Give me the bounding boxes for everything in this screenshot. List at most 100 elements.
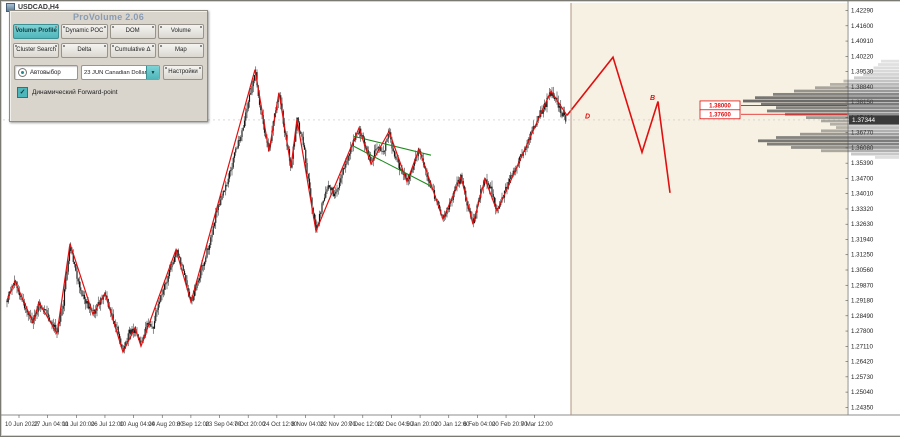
volume-profile-bar — [767, 142, 899, 146]
chevron-down-icon: ▼ — [150, 69, 156, 76]
time-tick-label: 26 Jul 12:00 — [91, 422, 124, 428]
volume-profile-bar — [755, 96, 899, 100]
time-tick-label: 11 Jul 20:00 — [62, 422, 95, 428]
provolume-panel: ProVolume 2.06 Volume Profile Dynamic PO… — [9, 10, 208, 122]
time-tick-label: 6 Feb 04:00 — [463, 422, 496, 428]
forward-area — [571, 3, 847, 415]
level-price-text: 1.37600 — [709, 112, 731, 118]
volume-profile-bar — [776, 106, 899, 110]
volume-profile-bar — [851, 152, 899, 156]
cluster-search-button[interactable]: Cluster Search — [13, 43, 60, 58]
time-tick-label: 10 Jun 2022 — [5, 422, 39, 428]
price-tick-label: 1.26420 — [851, 359, 874, 366]
cumulative-delta-button[interactable]: Cumulative Δ — [109, 43, 156, 58]
price-tick-label: 1.24350 — [851, 404, 874, 411]
panel-forward-row: ✓ Динамический Forward-point — [10, 80, 207, 98]
volume-profile-button[interactable]: Volume Profile — [13, 24, 60, 39]
volume-profile-bar — [767, 109, 899, 113]
autoselect-label: Автовыбор — [30, 69, 61, 76]
price-tick-label: 1.42290 — [851, 8, 874, 15]
volume-profile-bar — [843, 79, 899, 83]
time-tick-label: 7 Oct 20:00 — [234, 422, 266, 428]
time-tick-label: 10 Aug 04:00 — [120, 422, 156, 428]
forward-point-checkbox[interactable]: ✓ — [17, 87, 28, 98]
volume-profile-bar — [863, 73, 899, 76]
price-tick-label: 1.34010 — [851, 191, 874, 198]
projection-wave-label: B — [650, 95, 655, 102]
projection-wave-label: D — [585, 114, 590, 121]
radio-icon — [18, 68, 27, 77]
settings-button[interactable]: Настройки — [163, 65, 203, 80]
price-tick-label: 1.41600 — [851, 23, 874, 30]
panel-button-row-1: Volume Profile Dynamic POC DOM Volume — [10, 23, 207, 40]
time-tick-label: 27 Jun 04:00 — [34, 422, 69, 428]
combobox-value: 23 JUN Canadian Dollar — [84, 69, 146, 76]
price-tick-label: 1.29870 — [851, 282, 874, 289]
volume-profile-bar — [881, 59, 899, 63]
volume-profile-bar — [821, 149, 899, 153]
price-tick-label: 1.34700 — [851, 175, 874, 182]
symbol-title-text: USDCAD,H4 — [18, 4, 59, 11]
time-tick-label: 7 Dec 12:00 — [349, 422, 382, 428]
time-tick-label: 24 Aug 20:00 — [148, 422, 184, 428]
panel-symbol-row: Автовыбор 23 JUN Canadian Dollar ▼ Настр… — [10, 61, 207, 80]
dom-button[interactable]: DOM — [109, 24, 156, 39]
volume-profile-bar — [794, 89, 899, 93]
level-price-text: 1.38000 — [709, 104, 731, 110]
current-price-text: 1.37344 — [852, 117, 876, 124]
volume-profile-bar — [761, 102, 899, 106]
panel-title[interactable]: ProVolume 2.06 — [72, 12, 145, 22]
symbol-combobox[interactable]: 23 JUN Canadian Dollar ▼ — [81, 65, 160, 80]
time-tick-label: 5 Jan 20:00 — [406, 422, 438, 428]
price-tick-label: 1.39530 — [851, 69, 874, 76]
time-tick-label: 22 Dec 04:00 — [377, 422, 413, 428]
price-tick-label: 1.31940 — [851, 236, 874, 243]
zigzag-line — [6, 69, 568, 354]
volume-profile-bar — [743, 99, 899, 103]
volume-profile-bar — [791, 146, 899, 149]
dropdown-button[interactable]: ▼ — [146, 66, 159, 79]
price-tick-label: 1.28490 — [851, 313, 874, 320]
volume-profile-bar — [830, 83, 899, 86]
volume-button[interactable]: Volume — [157, 24, 204, 39]
price-tick-label: 1.40910 — [851, 38, 874, 45]
volume-profile-bar — [758, 139, 899, 143]
panel-button-row-2: Cluster Search Delta Cumulative Δ Map — [10, 42, 207, 59]
price-tick-label: 1.29180 — [851, 298, 874, 305]
time-tick-label: 8 Sep 12:00 — [177, 422, 210, 428]
level-price-box — [699, 109, 741, 120]
volume-profile-bar — [836, 126, 899, 129]
price-tick-label: 1.40220 — [851, 53, 874, 60]
volume-profile-bar — [873, 66, 899, 70]
volume-profile-bar — [869, 69, 899, 73]
volume-profile-bar — [875, 156, 899, 159]
price-tick-label: 1.30560 — [851, 267, 874, 274]
time-tick-label: 22 Nov 20:00 — [320, 422, 356, 428]
price-tick-label: 1.25040 — [851, 389, 874, 396]
price-tick-label: 1.35390 — [851, 160, 874, 167]
time-tick-label: 20 Feb 20:00 — [492, 422, 528, 428]
check-icon: ✓ — [19, 89, 26, 96]
time-tick-label: 8 Nov 04:00 — [292, 422, 325, 428]
price-tick-label: 1.38840 — [851, 84, 874, 91]
price-tick-label: 1.27110 — [851, 343, 873, 350]
volume-profile-bar — [800, 132, 899, 136]
map-button[interactable]: Map — [157, 43, 204, 58]
time-tick-label: 7 Mar 12:00 — [521, 422, 554, 428]
delta-button[interactable]: Delta — [61, 43, 108, 58]
price-tick-label: 1.32630 — [851, 221, 874, 228]
volume-profile-bar — [815, 86, 899, 90]
price-tick-label: 1.31250 — [851, 252, 874, 259]
dynamic-poc-button[interactable]: Dynamic POC — [61, 24, 108, 39]
time-tick-label: 23 Sep 04:00 — [206, 422, 242, 428]
price-tick-label: 1.38150 — [851, 99, 874, 106]
volume-profile-bar — [776, 136, 899, 139]
autoselect-radio[interactable]: Автовыбор — [14, 65, 78, 80]
forward-point-label: Динамический Forward-point — [32, 89, 118, 96]
time-tick-label: 24 Oct 12:00 — [263, 422, 298, 428]
price-tick-label: 1.27800 — [851, 328, 874, 335]
volume-profile-bar — [773, 92, 899, 96]
time-tick-label: 20 Jan 12:00 — [435, 422, 470, 428]
